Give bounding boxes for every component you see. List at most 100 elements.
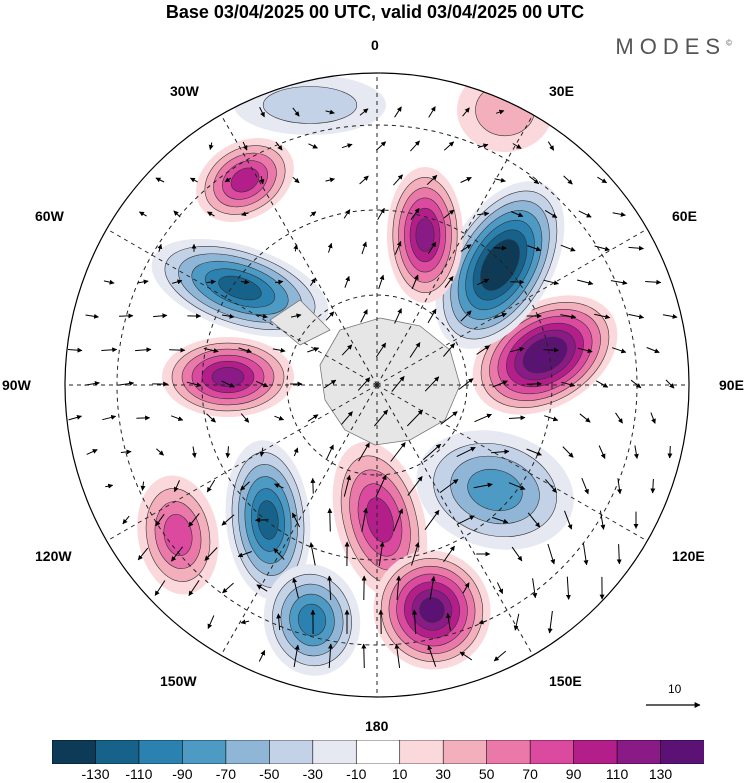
wind-vector bbox=[577, 347, 593, 354]
lon-label-180: 180 bbox=[365, 718, 389, 734]
wind-vector bbox=[186, 381, 202, 388]
wind-vector bbox=[512, 143, 522, 149]
wind-vector bbox=[633, 445, 639, 459]
wind-vector bbox=[307, 347, 320, 353]
meridian-line bbox=[99, 224, 378, 386]
wind-vector bbox=[628, 245, 644, 251]
wind-vector bbox=[327, 575, 333, 601]
wind-vector bbox=[526, 448, 542, 456]
map-title: Base 03/04/2025 00 UTC, valid 03/04/2025… bbox=[165, 2, 585, 22]
wind-vector bbox=[309, 211, 317, 217]
lon-label-30e: 30E bbox=[549, 83, 574, 99]
lon-label-60w: 60W bbox=[35, 208, 64, 224]
wind-vector bbox=[259, 175, 265, 185]
wind-vector bbox=[458, 378, 474, 390]
wind-vector bbox=[564, 510, 573, 530]
wind-vector bbox=[511, 546, 523, 562]
wind-vector bbox=[477, 211, 490, 217]
wind-vector bbox=[103, 279, 115, 285]
colorbar-swatch bbox=[138, 740, 184, 764]
wind-vector bbox=[242, 141, 248, 151]
wind-vector bbox=[579, 413, 591, 423]
wind-vector bbox=[443, 141, 455, 151]
wind-vector bbox=[462, 582, 470, 594]
anomaly-contour-ridge-120w bbox=[163, 513, 193, 557]
wind-vector bbox=[491, 516, 509, 524]
wind-vector bbox=[357, 377, 371, 391]
wind-vector bbox=[323, 379, 337, 389]
wind-vector bbox=[427, 308, 437, 324]
wind-vector bbox=[378, 541, 385, 566]
wind-vector bbox=[396, 575, 402, 601]
wind-vector bbox=[616, 478, 622, 495]
wind-vector bbox=[394, 643, 401, 668]
wind-vector bbox=[478, 619, 488, 625]
wind-vector bbox=[291, 512, 301, 528]
wind-vector bbox=[240, 619, 250, 625]
wind-vector bbox=[390, 442, 406, 462]
wind-vector bbox=[424, 376, 440, 392]
wind-reference-label: 10 bbox=[668, 682, 682, 696]
wind-vector bbox=[225, 446, 231, 459]
antarctica-landmass bbox=[269, 299, 461, 446]
wind-vector bbox=[650, 478, 656, 494]
wind-vector bbox=[155, 513, 165, 527]
wind-vector bbox=[427, 241, 437, 255]
colorbar-tick-label: 70 bbox=[522, 766, 538, 782]
colorbar-swatch bbox=[399, 740, 445, 764]
colorbar-tick-label: 50 bbox=[478, 766, 495, 782]
wind-vector bbox=[394, 240, 402, 255]
wind-vector bbox=[135, 347, 152, 353]
wind-vector bbox=[221, 313, 235, 319]
wind-vector bbox=[628, 313, 645, 320]
colorbar-tick-label: 10 bbox=[391, 766, 408, 782]
wind-vector bbox=[188, 580, 200, 597]
wind-vector bbox=[343, 209, 351, 219]
wind-vector bbox=[157, 243, 163, 252]
wind-vector bbox=[509, 346, 525, 353]
wind-vector bbox=[153, 313, 168, 319]
wind-vector bbox=[84, 381, 100, 386]
wind-vector bbox=[543, 279, 559, 286]
wind-vector bbox=[595, 380, 609, 388]
lon-label-90w: 90W bbox=[2, 377, 31, 393]
lon-label-120w: 120W bbox=[35, 548, 72, 564]
meridian-line bbox=[216, 384, 378, 663]
wind-vector bbox=[256, 584, 268, 592]
colorbar-tick-label: -50 bbox=[259, 766, 280, 782]
wind-vector bbox=[275, 141, 283, 151]
wind-vector bbox=[309, 277, 317, 286]
lon-label-60e: 60E bbox=[672, 208, 697, 224]
colorbar-tick-label: 90 bbox=[565, 766, 582, 782]
wind-vector bbox=[561, 381, 576, 388]
wind-vector bbox=[101, 347, 118, 353]
wind-vector bbox=[68, 414, 82, 421]
wind-vector bbox=[361, 241, 367, 255]
wind-vector bbox=[391, 376, 405, 392]
wind-vector bbox=[594, 245, 610, 252]
wind-vector bbox=[272, 347, 286, 353]
wind-vector bbox=[462, 107, 470, 117]
wind-vector bbox=[275, 279, 284, 285]
wind-vector bbox=[171, 546, 183, 562]
wind-vector bbox=[427, 644, 437, 667]
wind-vector bbox=[375, 141, 387, 151]
meridian-line bbox=[376, 384, 655, 546]
wind-vector bbox=[206, 413, 216, 423]
wind-vector bbox=[424, 509, 440, 530]
colorbar-swatch bbox=[486, 740, 531, 764]
latitude-circle bbox=[201, 209, 553, 561]
colorbar-tick-label: 110 bbox=[605, 766, 629, 782]
lon-label-120e: 120E bbox=[672, 548, 705, 564]
wind-vector bbox=[325, 109, 335, 115]
wind-vector bbox=[443, 343, 455, 357]
wind-vector bbox=[378, 274, 385, 290]
anomaly-contour-trough-0 bbox=[262, 86, 358, 124]
wind-vector bbox=[344, 275, 350, 288]
anomaly-contour-ridge-90w bbox=[211, 366, 245, 387]
colorbar-swatch bbox=[52, 740, 97, 764]
wind-vector bbox=[562, 446, 574, 458]
wind-vector bbox=[393, 508, 404, 532]
wind-vector bbox=[544, 415, 559, 422]
wind-vector bbox=[358, 442, 370, 462]
